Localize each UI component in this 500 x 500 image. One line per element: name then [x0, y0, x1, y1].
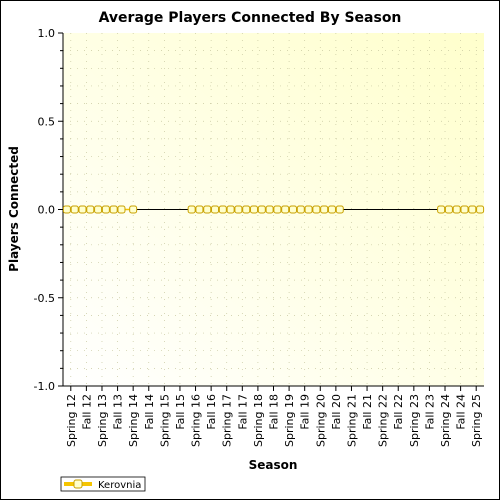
- data-point: [296, 205, 305, 214]
- y-tick-label: 0.0: [38, 204, 56, 217]
- data-point: [187, 205, 196, 214]
- x-axis: Spring 12 Fall 12 Spring 13 Fall 13 Spring 1…: [65, 386, 483, 447]
- data-point: [312, 205, 321, 214]
- data-point: [78, 205, 87, 214]
- x-tick-label: Spring 23: [408, 394, 421, 447]
- x-tick-label: Spring 24: [439, 394, 452, 447]
- x-tick-label: Fall 12: [80, 394, 93, 430]
- data-point: [335, 205, 344, 214]
- x-tick-label: Spring 19: [283, 394, 296, 447]
- x-tick-label: Fall 20: [330, 394, 343, 430]
- data-point: [242, 205, 251, 214]
- data-point: [444, 205, 453, 214]
- data-point: [257, 205, 266, 214]
- x-tick-label: Fall 23: [423, 394, 436, 430]
- y-axis: 1.0 0.5 0.0 -0.5 -1.0: [34, 27, 63, 393]
- x-tick-label: Fall 17: [236, 394, 249, 430]
- legend-label: Kerovnia: [98, 480, 141, 491]
- x-tick-label: Spring 12: [65, 394, 78, 447]
- legend-swatch-marker: [73, 479, 83, 489]
- x-tick-label: Spring 14: [127, 394, 140, 447]
- y-tick-label: 1.0: [38, 27, 56, 40]
- x-tick-label: Spring 13: [96, 394, 109, 447]
- grid-lines: [63, 33, 484, 386]
- data-point: [101, 205, 110, 214]
- x-tick-label: Spring 25: [470, 394, 483, 447]
- data-point: [226, 205, 235, 214]
- data-point: [273, 205, 282, 214]
- data-point: [460, 205, 469, 214]
- data-point: [86, 205, 95, 214]
- data-point: [320, 205, 329, 214]
- data-point: [62, 205, 71, 214]
- data-point: [234, 205, 243, 214]
- data-point: [250, 205, 259, 214]
- data-point: [304, 205, 313, 214]
- x-tick-label: Fall 24: [455, 394, 468, 430]
- y-tick-label: 0.5: [38, 115, 56, 128]
- data-point: [94, 205, 103, 214]
- data-point: [265, 205, 274, 214]
- x-tick-label: Spring 18: [252, 394, 265, 447]
- y-tick-label: -0.5: [34, 292, 55, 305]
- data-point: [117, 205, 126, 214]
- x-tick-label: Fall 18: [268, 394, 281, 430]
- x-tick-label: Fall 19: [299, 394, 312, 430]
- x-tick-label: Spring 20: [314, 394, 327, 447]
- data-point: [203, 205, 212, 214]
- data-point: [129, 205, 138, 214]
- x-tick-label: Spring 21: [345, 394, 358, 447]
- data-point: [70, 205, 79, 214]
- data-point: [281, 205, 290, 214]
- y-axis-title: Players Connected: [7, 146, 21, 272]
- x-tick-label: Spring 16: [190, 394, 203, 447]
- x-tick-label: Fall 21: [361, 394, 374, 430]
- series-kerovnia: [62, 205, 485, 214]
- data-point: [452, 205, 461, 214]
- y-tick-label: -1.0: [34, 380, 55, 393]
- data-point: [211, 205, 220, 214]
- chart-title: Average Players Connected By Season: [99, 10, 402, 26]
- data-point: [476, 205, 485, 214]
- data-point: [468, 205, 477, 214]
- data-point: [437, 205, 446, 214]
- x-tick-label: Fall 15: [174, 394, 187, 430]
- x-tick-label: Fall 22: [392, 394, 405, 430]
- legend: Kerovnia: [60, 476, 146, 492]
- data-point: [218, 205, 227, 214]
- data-point: [109, 205, 118, 214]
- x-tick-label: Fall 13: [112, 394, 125, 430]
- data-point: [195, 205, 204, 214]
- x-tick-label: Fall 14: [143, 394, 156, 430]
- x-tick-label: Spring 15: [158, 394, 171, 447]
- data-point: [288, 205, 297, 214]
- data-point: [327, 205, 336, 214]
- x-tick-label: Spring 22: [377, 394, 390, 447]
- x-tick-label: Fall 16: [205, 394, 218, 430]
- x-axis-title: Season: [249, 458, 298, 472]
- x-tick-label: Spring 17: [221, 394, 234, 447]
